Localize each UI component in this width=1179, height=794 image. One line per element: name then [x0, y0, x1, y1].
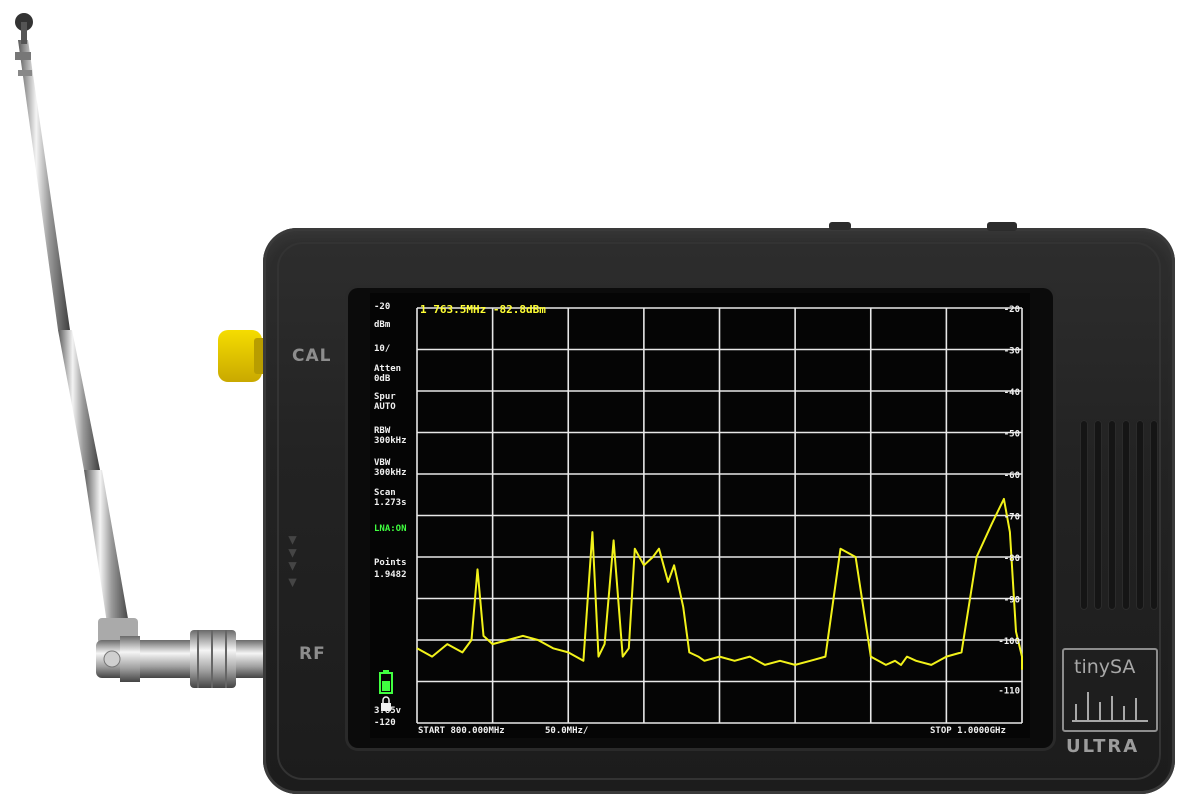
status-div: 10/ — [374, 344, 390, 354]
status-points-value: 1.9482 — [374, 570, 407, 580]
rf-port-label: RF — [299, 644, 326, 664]
y-tick-label: -80 — [1004, 554, 1020, 564]
speaker-grille — [1080, 420, 1160, 620]
y-tick-label: -40 — [1004, 388, 1020, 398]
y-tick-label: -60 — [1004, 471, 1020, 481]
status-bottom: -120 — [374, 718, 396, 728]
status-points-label: Points — [374, 557, 407, 568]
battery-icon — [379, 670, 393, 694]
status-vbw-value: 300kHz — [374, 468, 407, 478]
span-label: 50.0MHz/ — [545, 726, 588, 736]
y-tick-labels: -20 -30 -40 -50 -60 -70 -80 -90 -100 -110 — [998, 305, 1020, 697]
status-lna: LNA:ON — [374, 524, 407, 534]
tinysa-logo: tinySA — [1062, 648, 1158, 732]
ultra-model-label: ULTRA — [1066, 736, 1140, 757]
status-spur-label: Spur — [374, 392, 396, 402]
power-switch[interactable] — [987, 222, 1017, 231]
trace-layer — [416, 497, 1023, 671]
status-spur-value: AUTO — [374, 402, 396, 412]
logo-text: tinySA — [1074, 656, 1136, 678]
y-tick-label: -110 — [998, 687, 1020, 697]
status-rbw-value: 300kHz — [374, 436, 407, 446]
y-tick-label: -90 — [1004, 596, 1020, 606]
top-button[interactable] — [829, 222, 851, 230]
grid — [416, 307, 1023, 724]
start-frequency-label: START 800.000MHz — [418, 726, 505, 736]
side-brand-engraving: ▲ ▲▲▲ — [286, 534, 299, 591]
status-atten-value: 0dB — [374, 374, 391, 384]
marker-readout: 1 763.5MHz -82.8dBm — [420, 303, 546, 316]
status-vbw-label: VBW — [374, 458, 391, 468]
device-rim — [277, 242, 1161, 780]
status-ref: -20 — [374, 302, 390, 312]
status-atten-label: Atten — [374, 364, 401, 374]
y-tick-label: -70 — [1004, 513, 1020, 523]
status-rbw-label: RBW — [374, 426, 391, 436]
y-tick-label: -30 — [1004, 347, 1020, 357]
stop-frequency-label: STOP 1.0000GHz — [930, 726, 1006, 736]
spectrum-display: -20dBm10/Atten0dBSpurAUTORBW300kHzVBW300… — [374, 302, 1023, 736]
lock-icon — [381, 696, 391, 711]
status-scan-value: 1.273s — [374, 498, 407, 508]
spectrum-screen[interactable]: -20 dBm 10/Atten 0dB Spur AUTO RBW 300kHz VBW 300… — [370, 293, 1030, 738]
y-tick-label: -50 — [1004, 430, 1020, 440]
logo-spectrum-icon — [1072, 692, 1148, 722]
y-tick-label: -100 — [998, 637, 1020, 647]
left-status-panel: -20dBm10/Atten0dBSpurAUTORBW300kHzVBW300… — [374, 302, 407, 728]
status-unit: dBm — [374, 320, 391, 330]
status-scan-label: Scan — [374, 488, 396, 498]
spectrum-trace — [416, 497, 1023, 671]
cal-port-label: CAL — [292, 346, 332, 366]
y-tick-label: -20 — [1004, 305, 1020, 315]
